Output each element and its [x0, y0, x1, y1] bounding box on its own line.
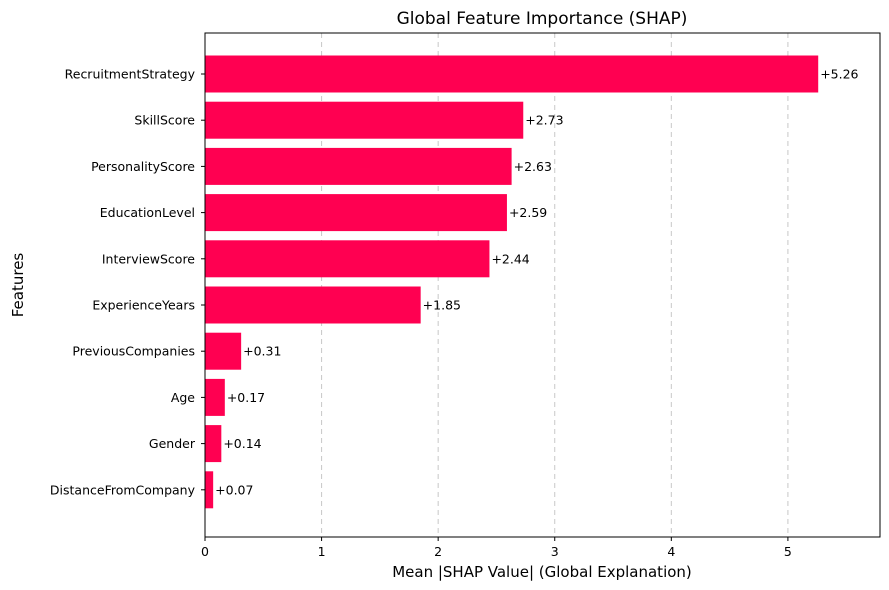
data-label-layer: +5.26 +2.73 +2.63 +2.59 +2.44 +1.85 +0.31 +0.17…	[215, 67, 858, 498]
bar-value-label: +0.31	[243, 344, 281, 359]
bar-value-label: +0.17	[227, 390, 265, 405]
bar-value-label: +2.44	[491, 251, 529, 266]
bar-DistanceFromCompany	[205, 471, 214, 509]
bar-RecruitmentStrategy	[205, 55, 819, 93]
chart-title: Global Feature Importance (SHAP)	[397, 9, 688, 29]
x-tick-label: 5	[784, 544, 792, 559]
bar-ExperienceYears	[205, 286, 421, 324]
bar-value-label: +5.26	[820, 67, 858, 82]
y-tick-label: Gender	[149, 436, 196, 451]
bar-value-label: +2.73	[525, 113, 563, 128]
bar-EducationLevel	[205, 194, 507, 232]
bar-value-label: +0.07	[215, 482, 253, 497]
y-tick-label: InterviewScore	[102, 251, 195, 266]
y-tick-label: SkillScore	[134, 113, 195, 128]
bar-SkillScore	[205, 101, 524, 139]
bar-PersonalityScore	[205, 147, 512, 185]
bar-Gender	[205, 425, 222, 463]
bar-InterviewScore	[205, 240, 490, 278]
bars-layer	[205, 55, 819, 509]
x-tick-label: 2	[434, 544, 442, 559]
x-tick-label: 1	[318, 544, 326, 559]
x-tick-label: 4	[667, 544, 675, 559]
bar-value-label: +0.14	[223, 436, 261, 451]
y-tick-label: EducationLevel	[100, 205, 195, 220]
y-tick-label: DistanceFromCompany	[50, 482, 196, 497]
y-axis-label: Features	[9, 253, 27, 318]
bar-value-label: +1.85	[423, 298, 461, 313]
x-axis-ticks: 0 1 2 3 4 5	[201, 537, 792, 559]
y-tick-label: ExperienceYears	[92, 298, 195, 313]
bar-value-label: +2.63	[514, 159, 552, 174]
y-tick-label: PreviousCompanies	[72, 344, 195, 359]
x-axis-label: Mean |SHAP Value| (Global Explanation)	[392, 563, 692, 581]
x-tick-label: 3	[551, 544, 559, 559]
y-tick-label: Age	[171, 390, 195, 405]
y-tick-label: PersonalityScore	[91, 159, 195, 174]
bar-value-label: +2.59	[509, 205, 547, 220]
y-axis-ticks: RecruitmentStrategy SkillScore Personality…	[50, 67, 205, 497]
bar-PreviousCompanies	[205, 332, 242, 370]
plot-frame	[204, 32, 881, 538]
x-tick-label: 0	[201, 544, 209, 559]
y-tick-label: RecruitmentStrategy	[65, 67, 196, 82]
bar-Age	[205, 378, 225, 416]
